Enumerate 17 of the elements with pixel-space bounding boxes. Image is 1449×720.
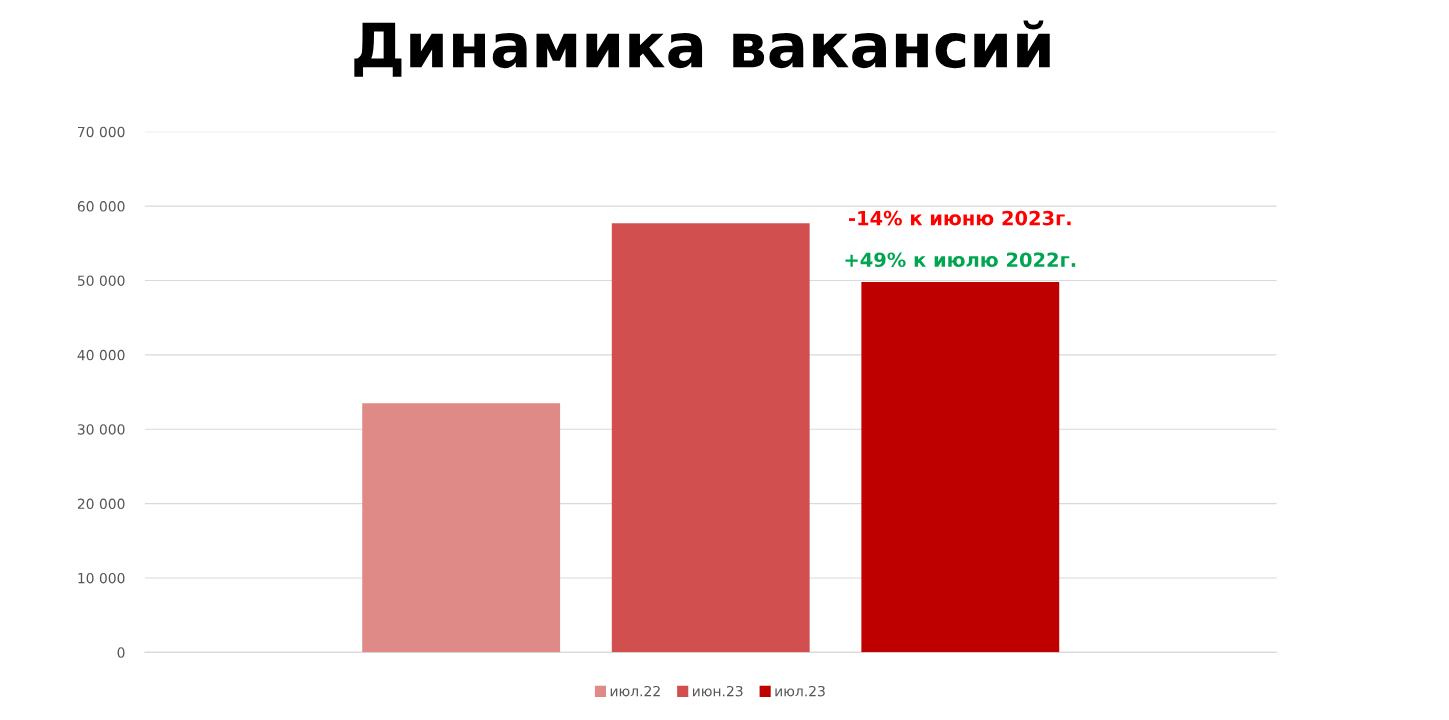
bar [362, 403, 561, 653]
y-tick-label: 50 000 [77, 275, 125, 286]
y-tick-label: 70 000 [78, 126, 125, 138]
bar [861, 281, 1060, 653]
y-tick-label: 10 000 [78, 572, 125, 584]
annotation: +49% к июлю 2022г. [845, 252, 1076, 268]
y-tick-label: 60 000 [77, 201, 125, 212]
legend-label: июл.23 [775, 685, 825, 697]
y-tick-label: 20 000 [77, 498, 125, 510]
legend-label: июл.22 [610, 685, 660, 697]
y-tick-label: 40 000 [77, 349, 125, 361]
bar [611, 223, 810, 653]
chart-title: Динамика вакансий [354, 20, 1050, 77]
annotation: -14% к июню 2023г. [849, 210, 1071, 226]
y-tick-label: 0 [117, 647, 125, 658]
legend-label: июн.23 [693, 685, 743, 697]
y-tick-label: 30 000 [77, 424, 125, 435]
